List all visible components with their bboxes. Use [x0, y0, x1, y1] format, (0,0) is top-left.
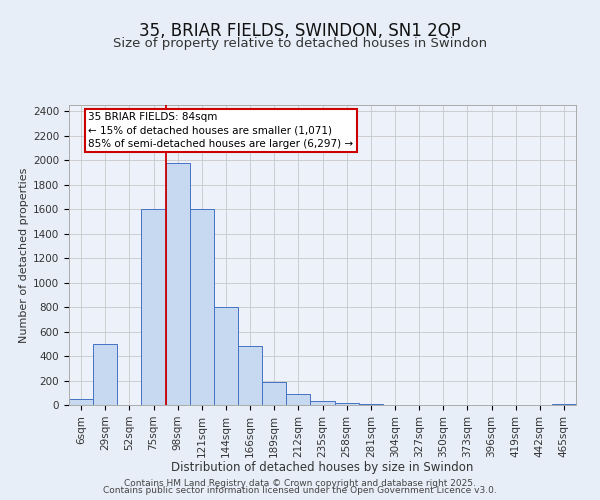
Y-axis label: Number of detached properties: Number of detached properties	[19, 168, 29, 342]
Bar	[190, 209, 214, 405]
Bar	[166, 163, 190, 405]
Bar	[310, 400, 335, 405]
Bar	[335, 402, 359, 405]
Bar	[286, 394, 310, 405]
Bar	[142, 209, 166, 405]
Bar	[69, 399, 93, 405]
Text: Size of property relative to detached houses in Swindon: Size of property relative to detached ho…	[113, 38, 487, 51]
Bar	[262, 382, 286, 405]
Bar	[238, 346, 262, 405]
Bar	[552, 404, 576, 405]
Bar	[214, 307, 238, 405]
Text: Contains public sector information licensed under the Open Government Licence v3: Contains public sector information licen…	[103, 486, 497, 495]
X-axis label: Distribution of detached houses by size in Swindon: Distribution of detached houses by size …	[172, 461, 473, 474]
Bar	[359, 404, 383, 405]
Text: 35, BRIAR FIELDS, SWINDON, SN1 2QP: 35, BRIAR FIELDS, SWINDON, SN1 2QP	[139, 22, 461, 40]
Bar	[93, 344, 117, 405]
Text: Contains HM Land Registry data © Crown copyright and database right 2025.: Contains HM Land Registry data © Crown c…	[124, 478, 476, 488]
Text: 35 BRIAR FIELDS: 84sqm
← 15% of detached houses are smaller (1,071)
85% of semi-: 35 BRIAR FIELDS: 84sqm ← 15% of detached…	[88, 112, 353, 148]
